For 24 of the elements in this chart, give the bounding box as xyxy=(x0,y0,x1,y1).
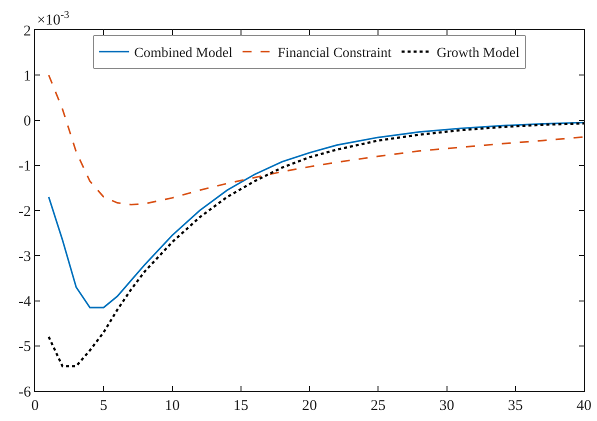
y-tick-label: 1 xyxy=(24,68,31,84)
y-tick-label: -6 xyxy=(18,384,32,400)
x-tick-label: 35 xyxy=(508,398,523,414)
text: ×10$^{-3}$ xyxy=(37,10,70,28)
x-tick-label: 20 xyxy=(302,398,317,414)
line-series xyxy=(48,74,584,206)
x-tick-label: 40 xyxy=(576,398,592,414)
x-tick-label: 5 xyxy=(100,398,108,414)
y-tick-label: 0 xyxy=(24,114,31,130)
x-tick-label: 25 xyxy=(370,398,386,414)
legend-label: Financial Constraint xyxy=(278,46,392,62)
x-tick-label: 15 xyxy=(233,398,248,414)
x-tick-label: 30 xyxy=(439,398,454,414)
x-tick-label: 10 xyxy=(164,398,180,414)
y-tick-label: -5 xyxy=(18,339,31,356)
line-series xyxy=(48,122,584,368)
y-tick-label: -3 xyxy=(18,248,31,265)
y-tick-label: -2 xyxy=(18,204,31,220)
legend-label: Combined Model xyxy=(134,46,233,62)
y-tick-label: -4 xyxy=(18,294,32,310)
line-series xyxy=(48,122,584,308)
y-tick-label: 2 xyxy=(24,23,31,40)
legend-label: Growth Model xyxy=(436,46,520,62)
y-tick-label: -1 xyxy=(18,158,31,175)
